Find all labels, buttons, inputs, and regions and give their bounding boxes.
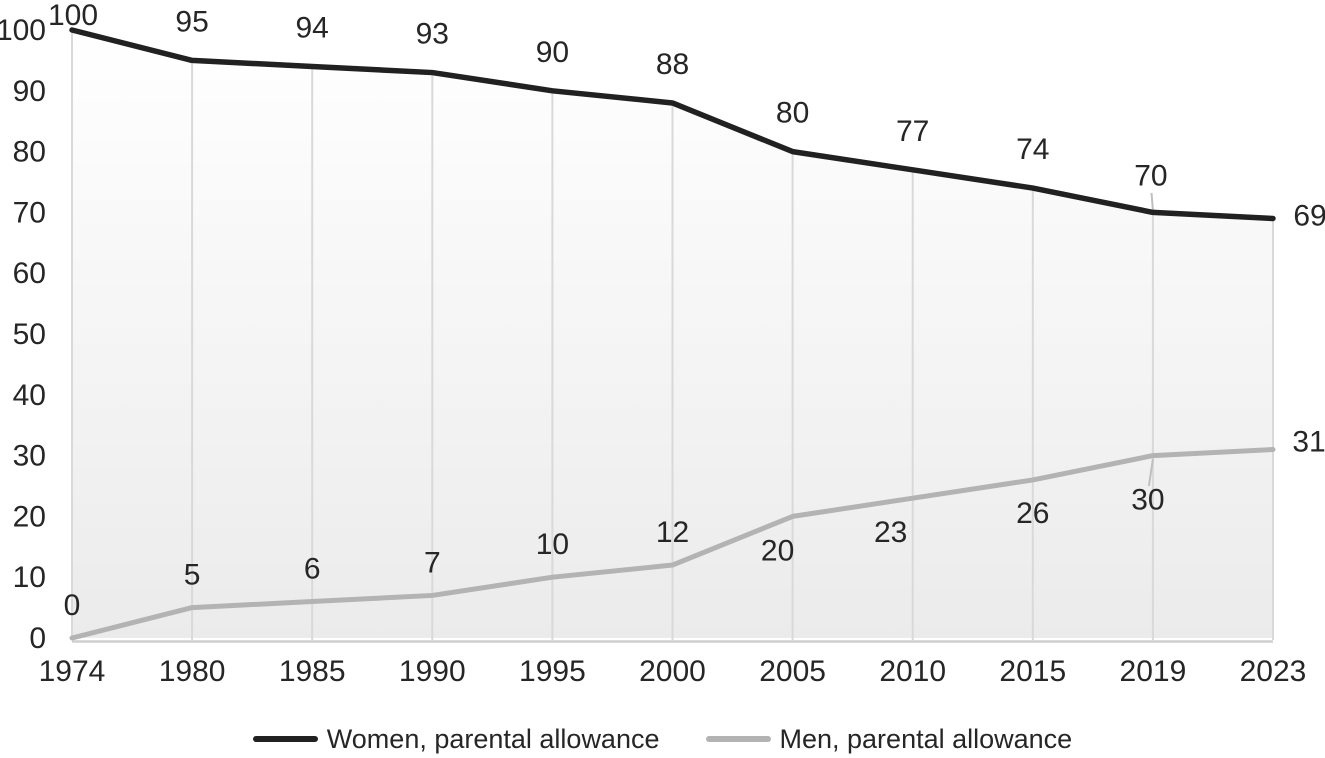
men-data-label: 7 bbox=[424, 546, 441, 579]
women-data-label: 100 bbox=[48, 0, 98, 32]
x-tick-label: 2023 bbox=[1240, 655, 1307, 688]
y-tick-label: 0 bbox=[29, 622, 46, 655]
y-tick-label: 100 bbox=[0, 14, 46, 47]
men-data-label: 5 bbox=[184, 559, 201, 592]
men-data-label: 23 bbox=[874, 516, 907, 549]
x-tick-label: 2005 bbox=[759, 655, 826, 688]
legend-item-women: Women, parental allowance bbox=[252, 723, 660, 755]
x-tick-label: 2019 bbox=[1120, 655, 1187, 688]
x-tick-label: 2015 bbox=[999, 655, 1066, 688]
legend-label-men: Men, parental allowance bbox=[779, 723, 1073, 754]
men-data-label: 30 bbox=[1131, 484, 1164, 517]
x-tick-label: 1990 bbox=[399, 655, 466, 688]
women-data-label: 80 bbox=[776, 97, 809, 130]
y-tick-label: 30 bbox=[13, 440, 46, 473]
x-tick-label: 1974 bbox=[39, 655, 106, 688]
legend: Women, parental allowance Men, parental … bbox=[0, 720, 1325, 758]
x-tick-label: 1985 bbox=[279, 655, 346, 688]
men-series-line bbox=[69, 447, 1276, 641]
men-data-label: 0 bbox=[64, 589, 81, 622]
women-data-label: 95 bbox=[175, 5, 208, 38]
women-data-label: 90 bbox=[536, 36, 569, 69]
legend-label-women: Women, parental allowance bbox=[326, 723, 660, 754]
women-line-swatch bbox=[252, 736, 318, 742]
y-tick-label: 80 bbox=[13, 136, 46, 169]
women-data-label: 94 bbox=[296, 11, 329, 44]
x-tick-label: 1980 bbox=[159, 655, 226, 688]
women-data-label: 88 bbox=[656, 48, 689, 81]
y-tick-label: 40 bbox=[13, 379, 46, 412]
women-data-label: 69 bbox=[1293, 199, 1325, 232]
legend-item-men: Men, parental allowance bbox=[705, 723, 1073, 755]
men-line-swatch bbox=[705, 736, 771, 742]
y-tick-label: 20 bbox=[13, 500, 46, 533]
women-data-label: 70 bbox=[1134, 159, 1167, 192]
label-leader-line bbox=[1150, 192, 1154, 211]
x-tick-label: 2010 bbox=[879, 655, 946, 688]
men-data-label: 26 bbox=[1016, 497, 1049, 530]
men-data-label: 31 bbox=[1292, 426, 1325, 459]
women-data-label: 74 bbox=[1016, 133, 1049, 166]
label-leader-line bbox=[1147, 458, 1154, 487]
men-data-label: 6 bbox=[304, 553, 321, 586]
x-tick-label: 2000 bbox=[639, 655, 706, 688]
women-data-label: 93 bbox=[416, 18, 449, 51]
y-tick-label: 70 bbox=[13, 196, 46, 229]
y-tick-label: 60 bbox=[13, 257, 46, 290]
y-tick-label: 90 bbox=[13, 75, 46, 108]
y-tick-label: 50 bbox=[13, 318, 46, 351]
men-data-label: 20 bbox=[761, 534, 794, 567]
women-data-label: 77 bbox=[896, 115, 929, 148]
y-tick-label: 10 bbox=[13, 561, 46, 594]
women-series-line bbox=[69, 27, 1276, 222]
x-tick-label: 1995 bbox=[519, 655, 586, 688]
men-data-label: 12 bbox=[656, 516, 689, 549]
men-data-label: 10 bbox=[536, 528, 569, 561]
